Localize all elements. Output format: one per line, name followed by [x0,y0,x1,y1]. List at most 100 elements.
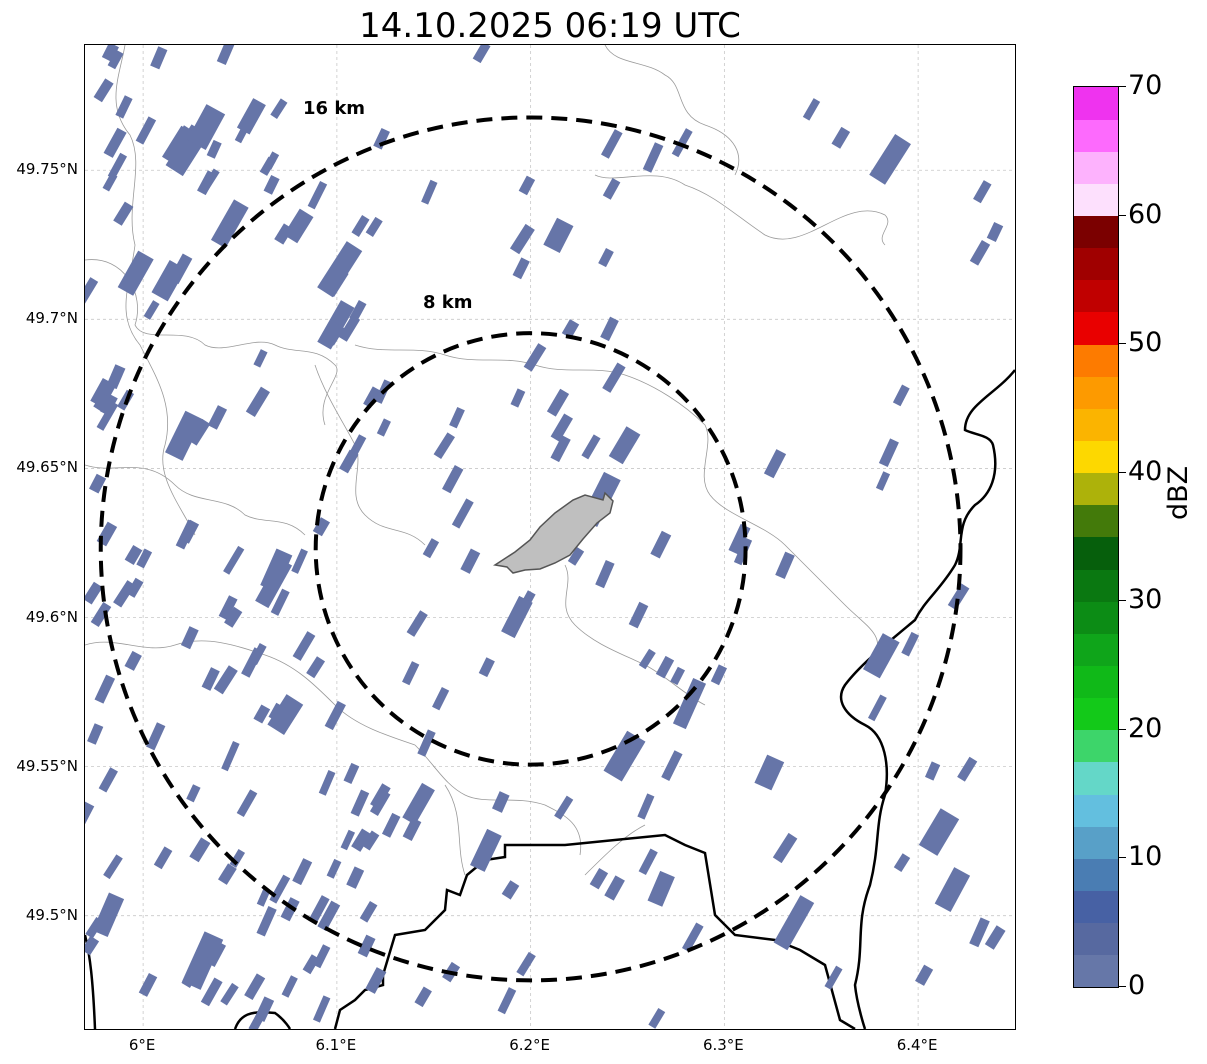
colorbar-segment [1074,537,1118,570]
echo-streak [113,580,136,608]
echo-streak [136,548,153,569]
colorbar-segment [1074,858,1118,892]
colorbar-segment [1074,344,1118,377]
echo-streak [216,45,235,65]
echo-streak [595,559,615,589]
echo-streak [433,432,455,460]
range-ring [98,115,963,983]
echo-streak [220,982,239,1006]
colorbar-segment [1074,633,1118,667]
echo-streak [124,650,142,671]
echo-streak [501,595,533,639]
echo-streak [359,900,378,923]
echo-streak [608,426,641,465]
lat-tick-label: 49.7°N [25,309,78,328]
echo-streak [402,661,420,686]
echo-streak [672,678,707,730]
lat-tick-label: 49.6°N [25,607,78,626]
echo-streak [207,405,228,430]
echo-streak [523,343,547,372]
echo-streak [93,78,114,103]
echo-streak [308,895,330,925]
echo-streak [292,858,313,886]
lon-tick-label: 6.1°E [315,1036,357,1054]
echo-streak [96,401,119,431]
range-ring [313,331,748,767]
lat-tick-label: 49.65°N [16,458,78,477]
echo-streak [98,767,118,793]
colorbar-tick-label: 0 [1128,970,1146,1001]
echo-streak [223,545,245,575]
colorbar-segment [1074,440,1118,474]
colorbar-segment [1074,794,1118,827]
echo-streak [90,601,112,628]
echo-streak [546,388,570,417]
echo-streak [107,152,128,180]
echo-streak [274,223,293,245]
echo-streak [224,606,243,628]
echo-streak [661,750,683,781]
commune-boundary [564,564,706,706]
echo-streak [180,626,199,650]
colorbar-segment [1074,665,1118,699]
echo-streak [402,817,422,842]
echo-streak [85,581,103,605]
echo-streak [650,530,672,559]
echo-streak [773,895,815,951]
echo-streak [85,801,95,824]
echo-streak [201,667,220,691]
echo-streak [478,657,495,678]
colorbar-tick [1118,857,1126,859]
colorbar-tick-label: 50 [1128,327,1163,359]
echo-streak [603,730,646,782]
lon-tick-label: 6.4°E [896,1036,938,1054]
echo-streak [153,846,173,870]
echo-streak [170,125,194,152]
echo-streak [146,722,166,751]
colorbar-segment [1074,922,1118,956]
colorbar-unit-label: dBZ [1163,465,1194,520]
echo-streak [317,241,363,298]
echo-streak [306,656,326,679]
city-outline [492,491,614,574]
echo-streak [550,435,571,463]
echo-streak [165,410,203,461]
echo-streak [292,631,316,661]
map-panel[interactable] [84,44,1016,1030]
echo-streak [93,392,110,412]
lat-tick-label: 49.55°N [16,756,78,775]
colorbar [1073,86,1119,988]
colorbar-segment [1074,729,1118,763]
colorbar-segment [1074,697,1118,731]
echo-streak [115,95,133,119]
colorbar-segment [1074,954,1118,988]
echo-streak [100,393,118,416]
echo-streak [878,438,899,467]
echo-streak [460,548,481,574]
echo-streak [103,854,123,880]
echo-streak [124,545,143,565]
echo-streak [602,362,626,393]
echo-streak [915,964,934,986]
echo-streak [373,127,390,150]
echo-streak [369,789,391,816]
colorbar-segment [1074,279,1118,313]
echo-streak [642,142,664,173]
echo-streak [648,1008,666,1029]
echo-streak [637,793,655,820]
echo-streak [339,449,359,474]
echo-streak [291,548,308,574]
echo-streak [362,830,380,851]
echo-streak [600,316,619,342]
colorbar-tick-label: 70 [1128,70,1163,101]
echo-streak [775,551,795,579]
colorbar-segment [1074,826,1118,859]
colorbar-segment [1074,408,1118,442]
echo-streak [143,300,160,320]
echo-streak [969,239,991,266]
border-germany-luxembourg [839,369,1015,1029]
echo-streak [862,633,900,679]
border-france-luxembourg [233,1011,292,1029]
echo-streak [340,829,356,851]
echo-streak [365,216,383,237]
